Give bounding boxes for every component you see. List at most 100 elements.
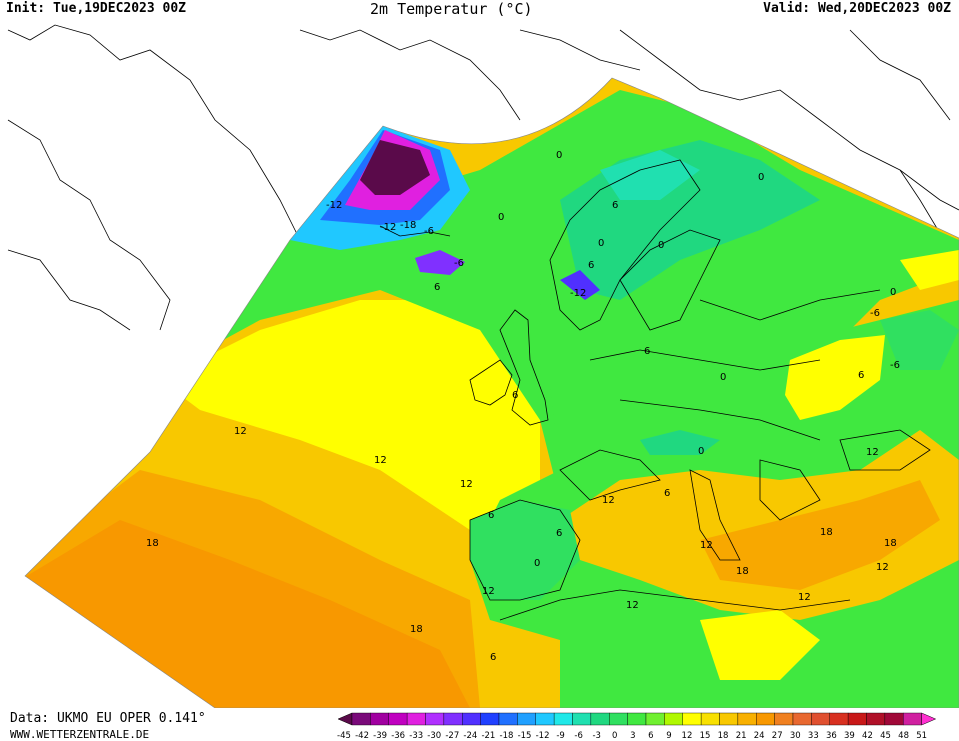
legend-swatch <box>553 712 573 726</box>
contour-label: -12 <box>326 200 342 211</box>
contour-label: 0 <box>698 446 704 457</box>
legend-swatch <box>866 712 886 726</box>
contour-label: 0 <box>534 558 540 569</box>
legend-tick-label: -9 <box>556 731 564 741</box>
legend-tick-label: 15 <box>700 731 711 741</box>
contour-label: 0 <box>598 238 604 249</box>
temperature-field <box>25 78 959 708</box>
legend-tick-label: -45 <box>337 731 351 741</box>
contour-label: -18 <box>400 220 416 231</box>
valid-time: Valid: Wed,20DEC2023 00Z <box>763 1 951 16</box>
legend-tick-label: -21 <box>481 731 495 741</box>
contour-label: 12 <box>482 586 495 597</box>
contour-label: 12 <box>700 540 713 551</box>
legend-swatch <box>756 712 775 726</box>
contour-label: 18 <box>146 538 159 549</box>
contour-label: 12 <box>602 495 615 506</box>
legend-tick-label: -39 <box>373 731 387 741</box>
contour-label: 12 <box>876 562 889 573</box>
contour-label: 6 <box>644 346 650 357</box>
legend-tick-label: 6 <box>648 731 653 741</box>
coastlines <box>379 159 931 621</box>
contour-label: 6 <box>434 282 440 293</box>
contour-label: 12 <box>866 447 879 458</box>
legend-swatch <box>388 712 408 726</box>
contour-label: 0 <box>758 172 764 183</box>
legend-arrow-low <box>337 712 353 726</box>
map-header: Init: Tue,19DEC2023 00Z 2m Temperatur (°… <box>0 0 959 18</box>
legend-tick-label: 42 <box>862 731 873 741</box>
init-time: Init: Tue,19DEC2023 00Z <box>6 1 187 16</box>
contour-label: -12 <box>570 288 586 299</box>
legend-tick-label: 45 <box>880 731 891 741</box>
legend-tick-label: 48 <box>898 731 909 741</box>
legend-swatch <box>903 712 922 726</box>
legend-tick-label: -18 <box>500 731 514 741</box>
map-footer: Data: UKMO EU OPER 0.141° WWW.WETTERZENT… <box>0 708 959 741</box>
contour-label: 0 <box>556 150 562 161</box>
contour-label: 6 <box>858 370 864 381</box>
contour-label: 12 <box>798 592 811 603</box>
legend-swatch <box>351 712 371 726</box>
data-source: Data: UKMO EU OPER 0.141° <box>10 711 206 726</box>
legend-swatch <box>498 712 518 726</box>
contour-label: -6 <box>454 258 464 269</box>
contour-label: 6 <box>556 528 562 539</box>
legend-swatch <box>535 712 555 726</box>
contour-label: -6 <box>870 308 880 319</box>
legend-swatch <box>700 712 720 726</box>
contour-label: 12 <box>626 600 639 611</box>
contour-label: 0 <box>658 240 664 251</box>
contour-label: 6 <box>488 510 494 521</box>
contour-label: 12 <box>460 479 473 490</box>
legend-tick-label: 39 <box>844 731 855 741</box>
legend-tick-label: 12 <box>682 731 693 741</box>
legend-tick-label: 21 <box>736 731 747 741</box>
legend-swatch <box>792 712 812 726</box>
legend-tick-label: -24 <box>463 731 477 741</box>
legend-swatch <box>829 712 849 726</box>
contour-label: 6 <box>664 488 670 499</box>
contour-label: 6 <box>612 200 618 211</box>
legend-tick-label: 24 <box>754 731 765 741</box>
website-url: WWW.WETTERZENTRALE.DE <box>10 728 150 741</box>
legend-swatch <box>645 712 665 726</box>
legend-swatch <box>590 712 610 726</box>
contour-label: -12 <box>380 222 396 233</box>
legend-tick-label: -30 <box>427 731 441 741</box>
color-scale-legend: -45 -42 -39 -36 -33 -30 -27 -24 -21 -18 -15 -12 -9 -6… <box>337 712 937 741</box>
legend-swatch <box>517 712 536 726</box>
contour-label: 6 <box>588 260 594 271</box>
legend-tick-label: 18 <box>718 731 729 741</box>
legend-tick-label: 33 <box>808 731 819 741</box>
contour-label: 18 <box>884 538 897 549</box>
legend-swatch <box>664 712 683 726</box>
legend-swatch <box>811 712 830 726</box>
legend-tick-label: 27 <box>772 731 783 741</box>
contour-label: 18 <box>410 624 423 635</box>
legend-tick-label: -33 <box>409 731 423 741</box>
contour-label: -6 <box>424 226 434 237</box>
legend-swatch <box>847 712 867 726</box>
legend-tick-label: -42 <box>355 731 369 741</box>
legend-tick-label: -36 <box>391 731 405 741</box>
contour-label: 0 <box>720 372 726 383</box>
contour-label: 18 <box>820 527 833 538</box>
contour-label: 6 <box>490 652 496 663</box>
contour-label: 6 <box>512 390 518 401</box>
legend-swatch <box>737 712 757 726</box>
domain-boundary <box>24 77 959 708</box>
legend-swatch <box>462 712 481 726</box>
legend-swatch <box>682 712 702 726</box>
temperature-map: 0 0 0 0 0 0 0 0 0 -6 -6 -6 -6 -12 -12 -1… <box>7 24 959 708</box>
legend-tick-label: -6 <box>574 731 582 741</box>
legend-swatch <box>425 712 445 726</box>
legend-tick-label: -27 <box>445 731 459 741</box>
legend-tick-label: 36 <box>826 731 837 741</box>
contour-label: 12 <box>234 426 247 437</box>
legend-swatch <box>627 712 647 726</box>
legend-tick-label: 51 <box>916 731 927 741</box>
legend-tick-label: 0 <box>612 731 617 741</box>
legend-swatch <box>443 712 463 726</box>
contour-label: 18 <box>736 566 749 577</box>
